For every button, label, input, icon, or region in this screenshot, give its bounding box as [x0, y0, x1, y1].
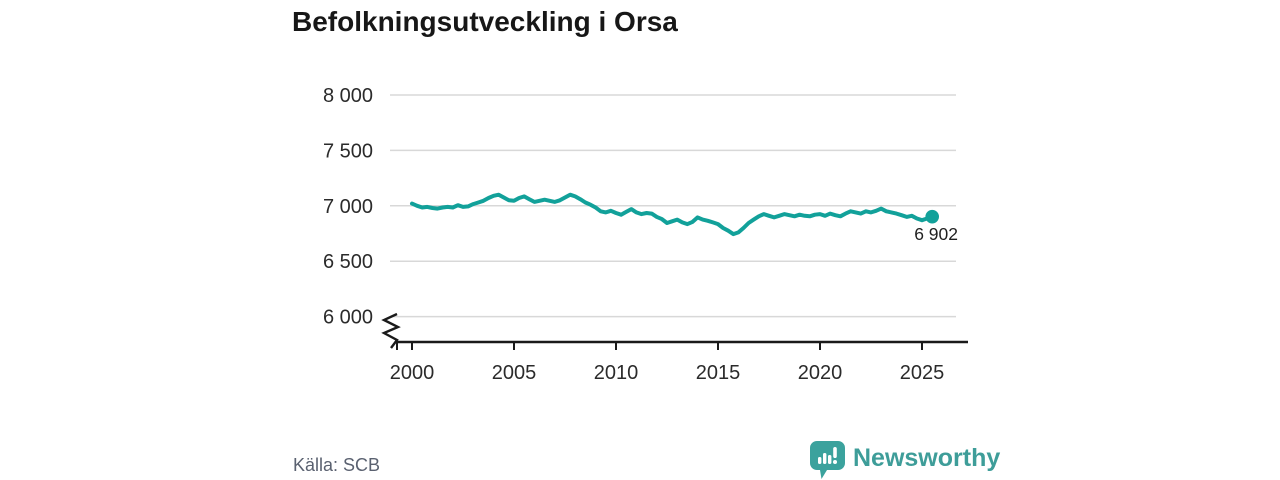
newsworthy-brand: Newsworthy	[810, 440, 1000, 480]
logo-bar-1	[818, 457, 822, 464]
end-value-label: 6 902	[914, 224, 958, 244]
y-tick-label: 7 500	[323, 140, 373, 162]
y-tick-label: 7 000	[323, 196, 373, 218]
x-tick-label: 2010	[594, 362, 639, 384]
x-tick-label: 2015	[696, 362, 741, 384]
axis-break-icon	[381, 312, 401, 349]
x-tick-label: 2005	[492, 362, 537, 384]
population-series-line	[410, 192, 935, 237]
y-tick-label: 6 500	[323, 251, 373, 273]
logo-exclamation-dot	[833, 460, 837, 464]
logo-exclamation-stem	[833, 447, 837, 458]
chart-title: Befolkningsutveckling i Orsa	[292, 6, 678, 37]
x-tick-label: 2020	[798, 362, 843, 384]
series-end-dot	[925, 209, 939, 224]
x-tick-label: 2025	[900, 362, 945, 384]
y-tick-label: 6 000	[323, 307, 373, 329]
logo-bar-2	[823, 453, 827, 464]
newsworthy-logo-icon	[810, 441, 845, 479]
x-tick-label: 2000	[390, 362, 435, 384]
source-label: Källa: SCB	[293, 455, 381, 475]
logo-bar-3	[828, 455, 832, 464]
y-tick-label: 8 000	[323, 85, 373, 107]
logo-bubble	[810, 441, 845, 479]
brand-wordmark: Newsworthy	[853, 443, 1001, 472]
